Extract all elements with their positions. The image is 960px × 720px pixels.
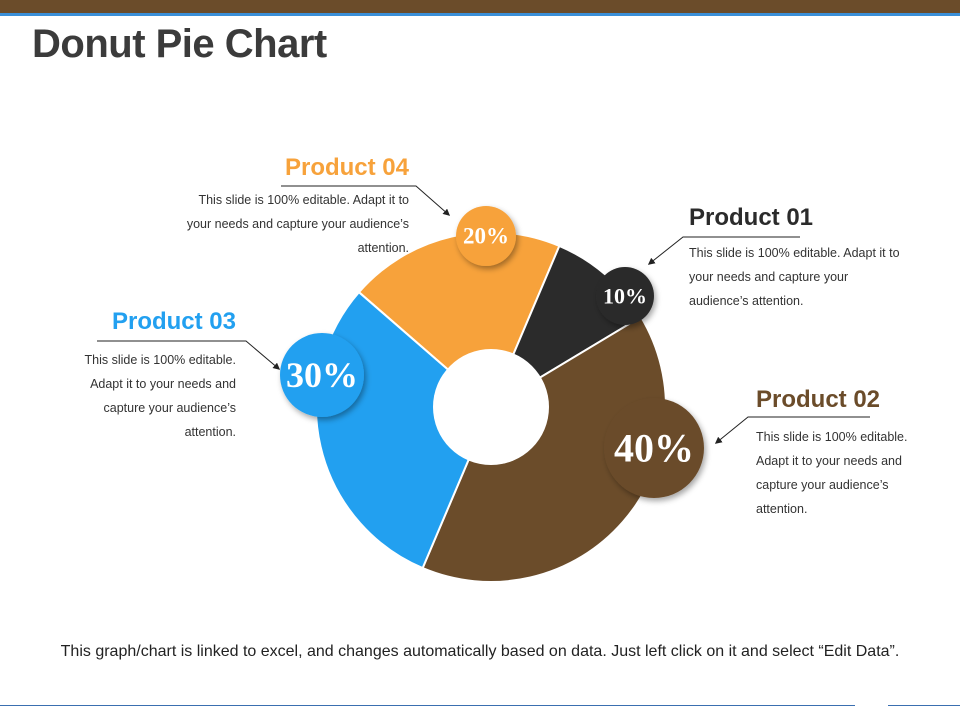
bottom-rule [0,705,855,706]
product-04-title: Product 04 [284,154,409,181]
label-bubble-product-03 [280,333,364,417]
donut-hole [433,349,549,465]
product-03-description: This slide is 100% editable. Adapt it to… [84,353,236,439]
page-title: Donut Pie Chart [32,22,327,66]
top-accent-line [0,13,960,16]
connector-product-03 [97,340,281,370]
connector-product-01 [647,236,800,265]
label-bubble-product-01 [596,267,654,325]
slice-product-02 [421,315,667,583]
product-02-title: Product 02 [756,386,881,413]
connector-product-04 [281,185,451,216]
product-04-description: This slide is 100% editable. Adapt it to… [186,193,409,255]
label-bubble-product-02 [604,398,704,498]
data-label-product-02: 40% [614,426,694,471]
data-label-product-01: 10% [603,284,647,309]
top-accent-bar [0,0,960,13]
product-01-description: This slide is 100% editable. Adapt it to… [689,246,900,308]
connector-product-02 [714,416,870,444]
product-03-title: Product 03 [111,308,236,335]
product-02-description: This slide is 100% editable. Adapt it to… [756,430,908,516]
data-label-product-04: 20% [463,224,509,249]
product-01-title: Product 01 [689,204,814,231]
bottom-rule-right [888,705,960,706]
label-bubble-product-04 [456,206,516,266]
data-label-product-03: 30% [286,355,358,395]
footer-note: This graph/chart is linked to excel, and… [60,643,900,660]
